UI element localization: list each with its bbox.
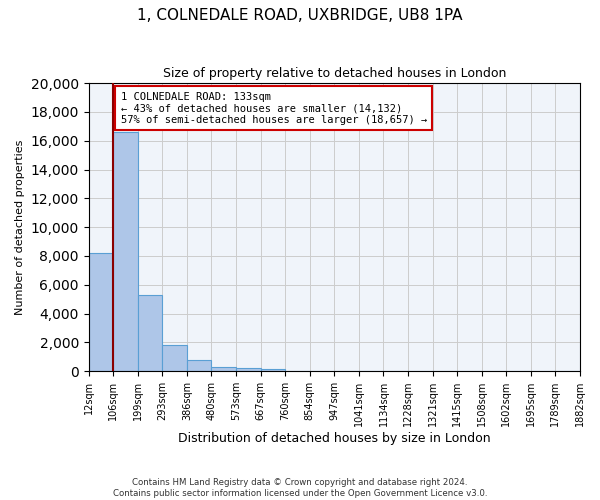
Bar — [260, 369, 285, 371]
Bar — [113, 132, 138, 371]
Bar — [236, 368, 260, 371]
Bar — [163, 344, 187, 371]
Text: 1 COLNEDALE ROAD: 133sqm
← 43% of detached houses are smaller (14,132)
57% of se: 1 COLNEDALE ROAD: 133sqm ← 43% of detach… — [121, 92, 427, 125]
Bar — [187, 360, 211, 371]
Title: Size of property relative to detached houses in London: Size of property relative to detached ho… — [163, 68, 506, 80]
Bar — [89, 253, 113, 371]
X-axis label: Distribution of detached houses by size in London: Distribution of detached houses by size … — [178, 432, 491, 445]
Bar — [211, 367, 236, 371]
Bar — [138, 295, 163, 371]
Text: 1, COLNEDALE ROAD, UXBRIDGE, UB8 1PA: 1, COLNEDALE ROAD, UXBRIDGE, UB8 1PA — [137, 8, 463, 22]
Text: Contains HM Land Registry data © Crown copyright and database right 2024.
Contai: Contains HM Land Registry data © Crown c… — [113, 478, 487, 498]
Y-axis label: Number of detached properties: Number of detached properties — [15, 140, 25, 315]
